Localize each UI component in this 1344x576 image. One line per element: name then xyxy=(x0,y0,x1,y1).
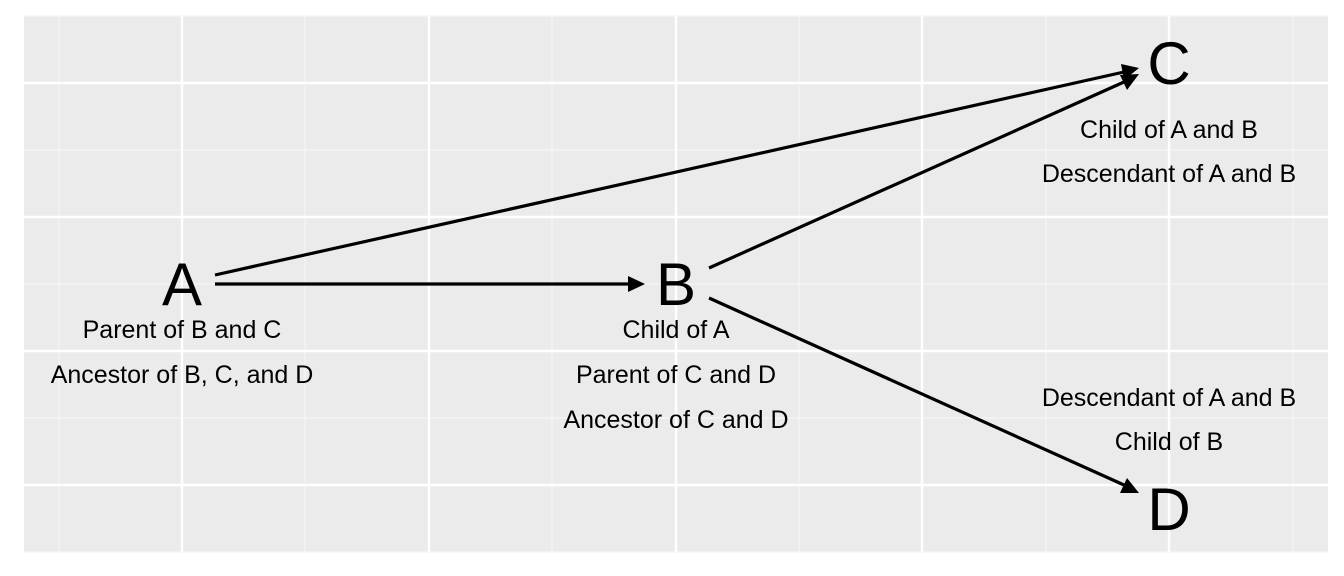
node-b: B Child of A Parent of C and D Ancestor … xyxy=(563,251,788,434)
edge-b-to-c xyxy=(708,74,1139,270)
node-c: C Child of A and B Descendant of A and B xyxy=(1042,30,1296,188)
edges xyxy=(214,64,1139,493)
node-c-letter: C xyxy=(1147,30,1190,97)
arrowhead-icon xyxy=(628,276,645,292)
arrowhead-icon xyxy=(1120,478,1139,493)
node-b-letter: B xyxy=(656,251,696,318)
node-d: D Descendant of A and B Child of B xyxy=(1042,384,1296,543)
node-b-label-3: Ancestor of C and D xyxy=(563,406,788,434)
node-d-letter: D xyxy=(1147,476,1190,543)
edge-line xyxy=(708,80,1125,270)
arrowhead-icon xyxy=(1120,74,1139,90)
node-a: A Parent of B and C Ancestor of B, C, an… xyxy=(51,251,314,389)
node-c-label-1: Child of A and B xyxy=(1080,116,1258,144)
node-c-label-2: Descendant of A and B xyxy=(1042,160,1296,188)
node-a-label-2: Ancestor of B, C, and D xyxy=(51,361,314,389)
node-b-label-1: Child of A xyxy=(622,316,729,344)
node-a-label-1: Parent of B and C xyxy=(83,316,282,344)
node-d-label-2: Child of B xyxy=(1115,428,1223,456)
edge-a-to-b xyxy=(215,276,645,292)
edge-b-to-d xyxy=(708,296,1139,493)
edge-line xyxy=(214,70,1125,277)
node-b-label-2: Parent of C and D xyxy=(576,361,776,389)
node-d-label-1: Descendant of A and B xyxy=(1042,384,1296,412)
edge-line xyxy=(708,296,1125,487)
node-a-letter: A xyxy=(162,251,202,318)
